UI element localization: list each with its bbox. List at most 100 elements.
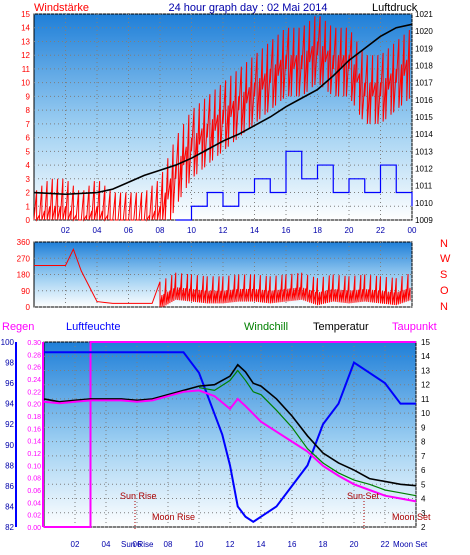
humidity-tick-label: 100 <box>1 338 15 347</box>
pressure-tick-label: 1017 <box>415 79 433 88</box>
pressure-tick-label: 1013 <box>415 147 433 156</box>
temperature-tick-label: 15 <box>421 338 430 347</box>
pressure-tick-label: 1009 <box>415 216 433 225</box>
wind-tick-label: 3 <box>26 175 31 184</box>
hour-tick-label: 20 <box>345 226 354 235</box>
header-right-label: Luftdruck <box>372 2 418 14</box>
pressure-tick-label: 1016 <box>415 96 433 105</box>
panel1-x-axis: 02 04 06 08 10 12 14 16 18 20 22 00 <box>61 226 417 235</box>
panel3-humidity-axis: 82 84 86 88 90 92 94 96 98 100 <box>1 338 15 532</box>
humidity-tick-label: 94 <box>5 400 14 409</box>
rain-tick-label: 0.12 <box>27 451 41 458</box>
pressure-tick-label: 1019 <box>415 44 433 53</box>
wind-tick-label: 8 <box>26 106 31 115</box>
hour-tick-label: 12 <box>219 226 228 235</box>
temperature-tick-label: 14 <box>421 352 430 361</box>
moon-set-axis-label: Moon Set <box>393 540 428 549</box>
legend-temperatur: Temperatur <box>313 321 369 333</box>
hour-tick-label: 08 <box>156 226 165 235</box>
hour-tick-label: 06 <box>124 226 133 235</box>
hour-tick-label: 16 <box>282 226 291 235</box>
panel1-right-axis: 1009 1010 1011 1012 1013 1014 1015 1016 1017 1018… <box>415 10 433 225</box>
sun-rise-axis-label: Sun Rise <box>121 540 154 549</box>
header-left-label: Windstärke <box>34 2 89 14</box>
wind-tick-label: 1 <box>26 202 31 211</box>
rain-tick-label: 0.02 <box>27 513 41 520</box>
legend-luftfeuchte: Luftfeuchte <box>66 321 120 333</box>
humidity-tick-label: 84 <box>5 502 14 511</box>
direction-tick-label: 0 <box>26 303 31 312</box>
compass-n-label: N <box>440 301 448 313</box>
rain-tick-label: 0.00 <box>27 525 41 532</box>
rain-tick-label: 0.06 <box>27 488 41 495</box>
wind-tick-label: 10 <box>21 79 30 88</box>
hour-tick-label: 14 <box>257 540 266 549</box>
wind-tick-label: 4 <box>26 161 31 170</box>
hour-tick-label: 22 <box>376 226 385 235</box>
series-temperatur <box>43 363 417 487</box>
panel3-rain-axis: 0.00 0.02 0.04 0.06 0.08 0.10 0.12 0.14 0.16 0.18… <box>27 340 41 532</box>
direction-tick-label: 180 <box>17 271 31 280</box>
wind-tick-label: 15 <box>21 10 30 19</box>
pressure-tick-label: 1014 <box>415 130 433 139</box>
series-windrichtung <box>34 247 411 308</box>
pressure-tick-label: 1012 <box>415 165 433 174</box>
panel3-series <box>43 341 417 528</box>
hour-tick-label: 10 <box>187 226 196 235</box>
chart-title: 24 hour graph day : 02 Mai 2014 <box>168 2 327 14</box>
pressure-tick-label: 1020 <box>415 27 433 36</box>
temperature-tick-label: 5 <box>421 480 426 489</box>
legend-windchill: Windchill <box>244 321 288 333</box>
moon-set-label: Moon Set <box>392 512 431 522</box>
rain-tick-label: 0.16 <box>27 426 41 433</box>
series-taupunkt <box>43 389 417 503</box>
wind-tick-label: 14 <box>21 24 30 33</box>
pressure-tick-label: 1010 <box>415 199 433 208</box>
rain-tick-label: 0.10 <box>27 463 41 470</box>
hour-tick-label: 16 <box>288 540 297 549</box>
hour-tick-label: 18 <box>319 540 328 549</box>
legend-taupunkt: Taupunkt <box>392 321 437 333</box>
rain-tick-label: 0.30 <box>27 340 41 347</box>
temperature-tick-label: 2 <box>421 523 426 532</box>
humidity-tick-label: 92 <box>5 420 14 429</box>
sun-rise-label: Sun Rise <box>120 491 157 501</box>
hour-tick-label: 00 <box>408 226 417 235</box>
wind-tick-label: 6 <box>26 134 31 143</box>
wind-tick-label: 12 <box>21 51 30 60</box>
temperature-tick-label: 12 <box>421 381 430 390</box>
compass-s-label: S <box>440 269 447 281</box>
humidity-tick-label: 88 <box>5 461 14 470</box>
series-windstaerke <box>33 16 410 222</box>
direction-tick-label: 90 <box>21 287 30 296</box>
compass-n-label: N <box>440 238 448 250</box>
wind-tick-label: 13 <box>21 37 30 46</box>
series-gust <box>175 150 413 221</box>
temperature-tick-label: 6 <box>421 466 426 475</box>
temperature-tick-label: 11 <box>421 395 430 404</box>
rain-tick-label: 0.28 <box>27 352 41 359</box>
hour-tick-label: 10 <box>195 540 204 549</box>
rain-tick-label: 0.20 <box>27 402 41 409</box>
moon-rise-label: Moon Rise <box>152 512 195 522</box>
wind-tick-label: 5 <box>26 147 31 156</box>
humidity-tick-label: 86 <box>5 482 14 491</box>
wind-tick-label: 7 <box>26 120 31 129</box>
hour-tick-label: 04 <box>93 226 102 235</box>
humidity-tick-label: 96 <box>5 379 14 388</box>
legend-regen: Regen <box>2 321 34 333</box>
rain-tick-label: 0.14 <box>27 439 41 446</box>
panel3-grid <box>15 341 417 528</box>
humidity-tick-label: 90 <box>5 441 14 450</box>
sun-set-label: Sun Set <box>347 491 380 501</box>
series-windchill <box>198 369 417 497</box>
series-regen <box>44 341 416 528</box>
compass-o-label: O <box>440 285 449 297</box>
hour-tick-label: 20 <box>350 540 359 549</box>
rain-tick-label: 0.22 <box>27 389 41 396</box>
wind-tick-label: 9 <box>26 92 31 101</box>
pressure-tick-label: 1015 <box>415 113 433 122</box>
